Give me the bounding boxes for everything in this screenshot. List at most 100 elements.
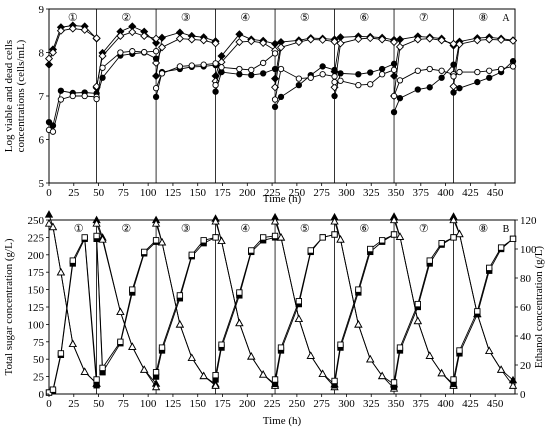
panel-b-cycle-label: ⑧ [478, 223, 488, 235]
panel-a-data-point [152, 48, 160, 55]
panel-a-data-point [473, 36, 482, 45]
panel-a-data-point [93, 95, 100, 103]
panel-b-data-point [331, 377, 338, 385]
panel-b-data-point [390, 231, 398, 238]
panel-a-data-point [437, 36, 446, 45]
panel-b-y-tick-label: 175 [28, 267, 45, 279]
panel-b-cycle-label: ⑤ [300, 223, 310, 235]
panel-a-data-point [116, 31, 125, 41]
panel-a-data-point [235, 38, 244, 47]
panel-a-data-point [355, 81, 362, 89]
panel-b-x-tick-label: 175 [214, 398, 231, 410]
panel-a-data-point [271, 39, 280, 48]
panel-a-series-line [48, 28, 514, 97]
panel-a-data-point [276, 43, 286, 52]
panel-a-data-point [152, 34, 161, 43]
panel-a-data-point [211, 39, 220, 48]
panel-b-chart: 0 25 50 75 100 125 150 175 200 225 250 275 300 325 350… [3, 210, 545, 427]
panel-a-data-point [306, 35, 315, 44]
panel-a-cycle-labels: ① ② ③ ④ ⑤ ⑥ ⑦ ⑧ [68, 12, 488, 24]
panel-a-y-tick-label: 9 [39, 4, 45, 16]
panel-b-y-tick-label: 75 [33, 337, 45, 349]
panel-b-x-tick-label: 150 [189, 398, 206, 410]
panel-a-label: A [502, 13, 510, 24]
panel-b-data-point [212, 372, 219, 379]
panel-b-data-point [49, 386, 57, 393]
panel-a-data-point [330, 37, 339, 46]
panel-b-data-point [199, 371, 208, 380]
panel-a-data-point [157, 33, 167, 42]
panel-a-cycle-label: ④ [240, 12, 250, 24]
panel-b-data-point [455, 229, 464, 238]
panel-b-y-tick-label: 250 [28, 215, 45, 227]
panel-b-y-ticks: 0 25 50 75 100 125 150 175 200 225 250 [28, 215, 49, 401]
panel-a-data-point [80, 25, 89, 34]
panel-a-data-point [152, 58, 161, 67]
panel-b-data-point [93, 382, 100, 389]
panel-b-data-point [331, 231, 338, 238]
panel-b-x-tick-label: 450 [487, 398, 504, 410]
panel-a-data-point [271, 96, 279, 103]
panel-b-data-point [129, 286, 136, 293]
panel-b-data-point [318, 369, 327, 377]
panel-b-data-point [390, 379, 398, 386]
panel-b-data-point [271, 376, 279, 383]
panel-a-data-point [247, 37, 256, 46]
panel-a-x-ticks: 0 25 50 75 100 125 150 175 200 225 250 275 300 325 350… [46, 183, 504, 199]
panel-a-data-point [456, 68, 463, 76]
panel-b-data-point [211, 217, 220, 225]
panel-a-data-point [450, 73, 457, 80]
panel-b-data-point [414, 300, 421, 308]
panel-a-data-point [248, 66, 255, 74]
panel-a-data-point [438, 67, 445, 74]
panel-b-data-point [496, 365, 506, 373]
panel-a-data-point [152, 71, 161, 81]
panel-a-data-point [319, 63, 326, 70]
panel-b-data-point [438, 240, 445, 247]
panel-b-cycle-label: ③ [181, 223, 191, 235]
panel-a-data-point [48, 48, 58, 57]
panel-b-data-point [151, 382, 161, 391]
panel-b-data-point [337, 341, 344, 348]
panel-b-data-point [260, 234, 267, 241]
panel-a-data-point [117, 49, 124, 56]
panel-a-data-point [200, 61, 207, 68]
panel-a-data-point [336, 39, 345, 48]
panel-b-x-tick-label: 0 [46, 398, 52, 410]
panel-a-data-point [450, 89, 457, 96]
panel-b-data-point [212, 234, 219, 241]
panel-a-data-point [390, 38, 399, 47]
panel-a-data-point [295, 81, 303, 89]
panel-a-data-point [176, 63, 184, 70]
panel-a-data-point [199, 36, 208, 45]
panel-a-data-point [474, 68, 481, 76]
panel-b-x-tick-label: 225 [264, 398, 281, 410]
panel-a-data-point [337, 70, 344, 77]
panel-a-data-point [218, 64, 225, 71]
panel-a-series-filled-circle [45, 49, 517, 129]
panel-b-data-point [456, 347, 463, 354]
panel-a-data-point [307, 74, 314, 81]
panel-b-data-point [330, 217, 339, 225]
panel-a-series-open-diamond [44, 24, 518, 101]
panel-a-x-tick-label: 325 [363, 187, 380, 199]
panel-a-data-point [260, 59, 267, 67]
panel-b-data-point [307, 247, 314, 254]
panel-a-series-line [48, 50, 514, 133]
panel-a-x-tick-label: 225 [264, 187, 281, 199]
panel-b-x-tick-label: 425 [462, 398, 479, 410]
panel-a-data-point [175, 34, 184, 43]
panel-a-data-point [337, 77, 344, 84]
panel-b-y-axis-label: Total sugar concentration (g/L) [3, 238, 15, 375]
panel-a-data-point [509, 63, 517, 70]
panel-b-data-point [450, 234, 457, 241]
panel-b-data-point [92, 219, 101, 227]
panel-a-cycle-label: ① [68, 12, 78, 24]
panel-a-y-axis-label-line2: concentrations (cells/mL) [15, 39, 27, 152]
panel-b-data-point [413, 316, 422, 325]
panel-b-data-point [81, 234, 88, 241]
panel-b-data-point [235, 318, 244, 327]
panel-a-series-open-circle [45, 48, 517, 135]
panel-b-y2-axis-label: Ethanol concentration (g/L) [533, 246, 545, 369]
panel-b-series [44, 210, 518, 396]
